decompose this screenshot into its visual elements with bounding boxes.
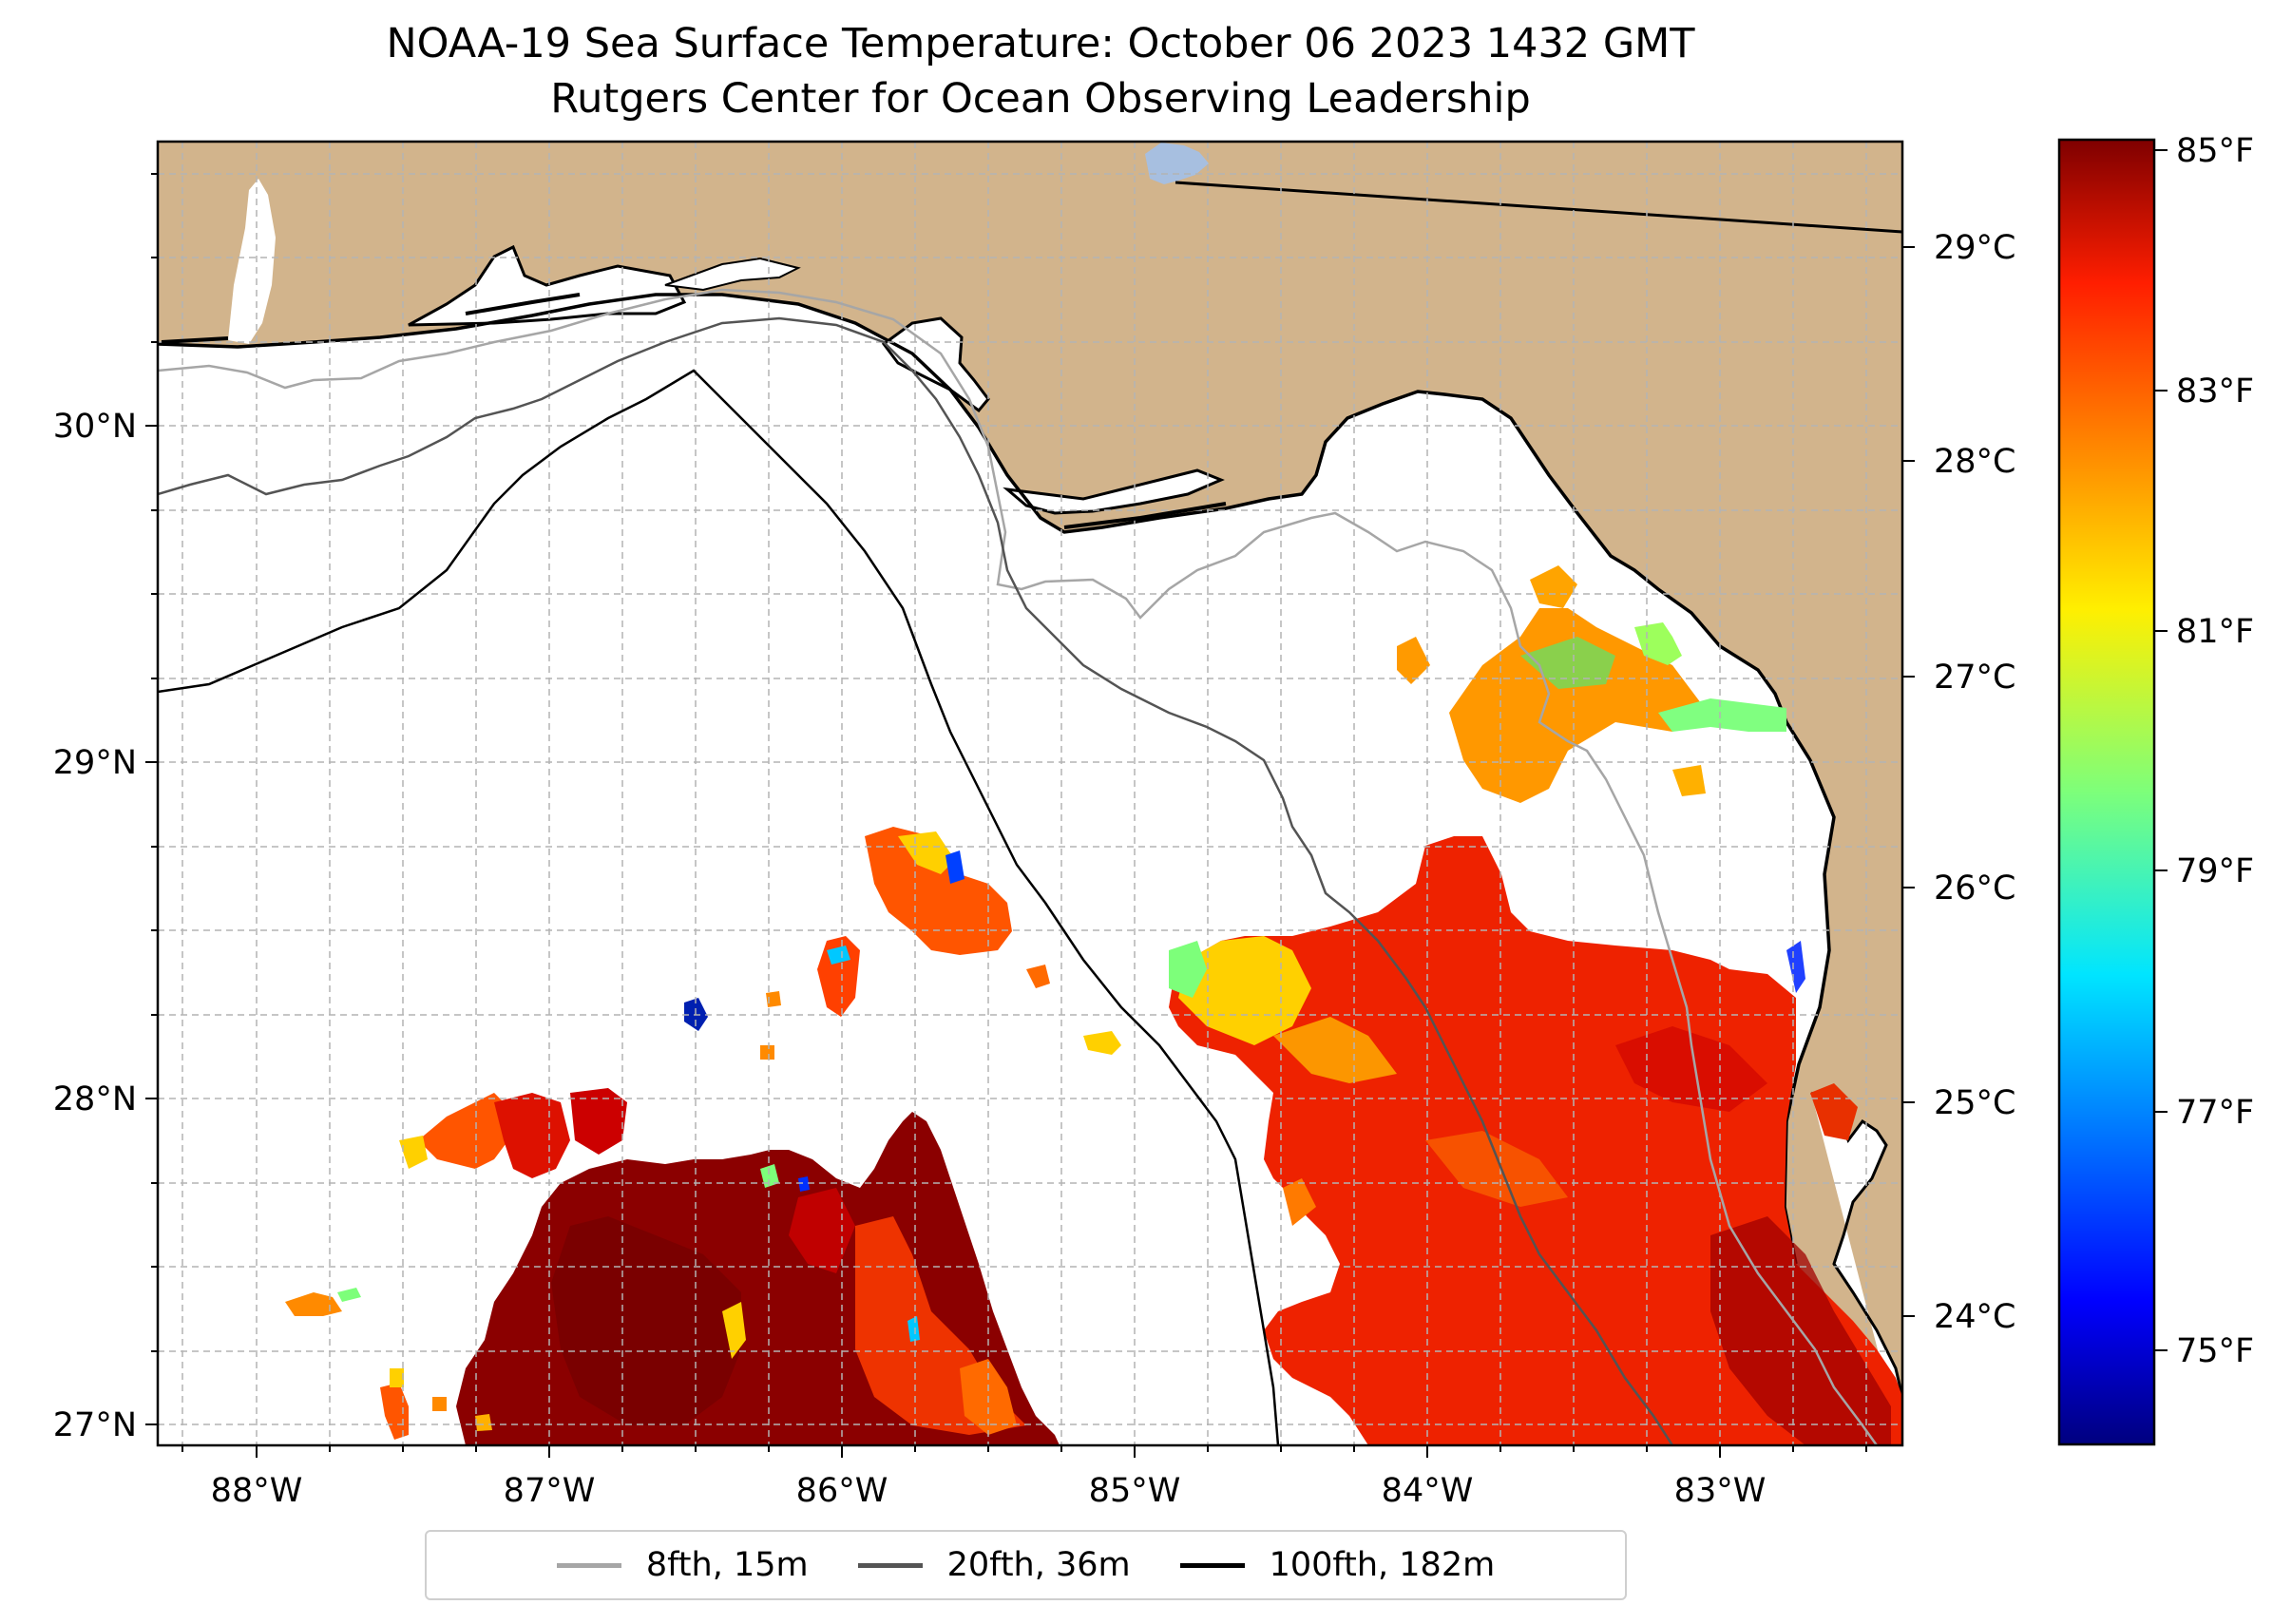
lon-label-88w: 88°W bbox=[211, 1472, 303, 1510]
lon-ticks bbox=[181, 1445, 1867, 1458]
lon-label-83w: 83°W bbox=[1674, 1472, 1767, 1510]
isobath-8fth bbox=[158, 288, 1879, 1445]
colorbar-c-25: 25°C bbox=[1934, 1084, 2015, 1122]
colorbar-c-27: 27°C bbox=[1934, 659, 2015, 697]
sst-patch-big-bend bbox=[1449, 608, 1701, 803]
lake-seminole bbox=[1145, 143, 1209, 184]
mobile-bay bbox=[228, 179, 276, 344]
isobath-100fth bbox=[158, 369, 1280, 1445]
map-panel bbox=[158, 142, 1902, 1445]
legend-label-8fth: 8fth, 15m bbox=[645, 1546, 809, 1584]
isobath-legend: 8fth, 15m 20fth, 36m 100fth, 182m bbox=[425, 1530, 1627, 1600]
lat-label-30n: 30°N bbox=[53, 408, 137, 446]
lat-label-28n: 28°N bbox=[53, 1080, 137, 1118]
colorbar-f-ticks bbox=[2154, 149, 2168, 1351]
chart-title: NOAA-19 Sea Surface Temperature: October… bbox=[386, 20, 1695, 67]
lat-label-29n: 29°N bbox=[53, 744, 137, 782]
colorbar-f-85: 85°F bbox=[2176, 132, 2254, 170]
colorbar-f-79: 79°F bbox=[2176, 852, 2254, 890]
lon-label-85w: 85°W bbox=[1089, 1472, 1181, 1510]
pensacola-bay bbox=[408, 244, 687, 327]
isobath-20fth bbox=[158, 316, 1674, 1445]
colorbar-f-75: 75°F bbox=[2176, 1332, 2254, 1370]
colorbar-c-28: 28°C bbox=[1934, 443, 2015, 481]
legend-item-20fth: 20fth, 36m bbox=[857, 1546, 1131, 1584]
coastline bbox=[158, 293, 1836, 1265]
land-north bbox=[158, 142, 1902, 1445]
legend-swatch-8fth bbox=[556, 1562, 621, 1568]
chart-subtitle: Rutgers Center for Ocean Observing Leade… bbox=[550, 75, 1531, 123]
colorbar-f-81: 81°F bbox=[2176, 613, 2254, 651]
sst-patch-central bbox=[865, 827, 1012, 955]
colorbar bbox=[2057, 138, 2156, 1446]
graticule bbox=[158, 142, 1902, 1445]
colorbar-c-29: 29°C bbox=[1934, 229, 2015, 267]
lat-label-27n: 27°N bbox=[53, 1406, 137, 1444]
lat-ticks bbox=[145, 173, 158, 1425]
legend-swatch-100fth bbox=[1179, 1562, 1245, 1568]
lon-label-84w: 84°W bbox=[1382, 1472, 1474, 1510]
colorbar-f-77: 77°F bbox=[2176, 1094, 2254, 1132]
barrier-islands bbox=[161, 293, 1227, 529]
colorbar-c-ticks bbox=[1902, 246, 1915, 1317]
sst-patch-west bbox=[418, 1093, 513, 1169]
legend-swatch-20fth bbox=[857, 1562, 923, 1568]
map-frame bbox=[156, 140, 1904, 1447]
legend-label-100fth: 100fth, 182m bbox=[1269, 1546, 1496, 1584]
legend-item-100fth: 100fth, 182m bbox=[1179, 1546, 1496, 1584]
legend-item-8fth: 8fth, 15m bbox=[556, 1546, 809, 1584]
colorbar-c-24: 24°C bbox=[1934, 1298, 2015, 1336]
lon-label-87w: 87°W bbox=[504, 1472, 596, 1510]
choctaw-bay bbox=[664, 257, 801, 292]
colorbar-c-26: 26°C bbox=[1934, 869, 2015, 908]
lon-label-86w: 86°W bbox=[796, 1472, 888, 1510]
state-border bbox=[1175, 181, 1902, 234]
legend-label-20fth: 20fth, 36m bbox=[946, 1546, 1131, 1584]
colorbar-f-83: 83°F bbox=[2176, 373, 2254, 411]
apalachicola-bay bbox=[1003, 468, 1225, 515]
